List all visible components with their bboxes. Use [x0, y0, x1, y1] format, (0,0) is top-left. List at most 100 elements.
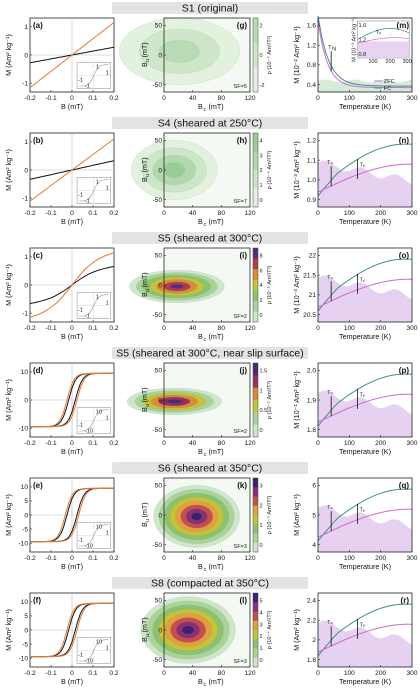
- colorbar-segment: [253, 524, 258, 534]
- inset-curve: [79, 524, 109, 547]
- colorbar-segment: [253, 412, 258, 425]
- zfc-curve: [317, 393, 412, 423]
- x-tick-label: 120: [244, 95, 255, 102]
- colorbar-segment: [253, 505, 258, 516]
- y-axis-subscript: u: [145, 289, 151, 292]
- colorbar-tick-label: 1: [260, 388, 263, 394]
- fc-curve: [317, 373, 412, 427]
- panel-letter: (d): [33, 366, 44, 375]
- colorbar-segment: [253, 387, 258, 401]
- panel-letter: (q): [399, 481, 410, 490]
- inset-tick-label: -1: [85, 83, 90, 89]
- transition-marker-label: Tᵥ: [359, 622, 364, 628]
- x-tick-label: -0.2: [24, 210, 36, 217]
- y-axis-label-group: Bu (mT): [140, 387, 151, 412]
- transition-marker-label: Tₙ: [327, 505, 333, 511]
- inset-tick-label: -1: [78, 422, 83, 428]
- forc-contour: [163, 162, 186, 178]
- x-tick-label: 100: [344, 210, 355, 217]
- colorbar-label: ρ (10⁻⁴ Am²/T²): [266, 611, 273, 650]
- colorbar-segment: [253, 611, 258, 622]
- colorbar-frame: [252, 477, 259, 553]
- inset-tick-label: -1: [85, 313, 90, 319]
- colorbar-segment: [253, 424, 258, 438]
- colorbar-tick-label: 3: [260, 622, 263, 628]
- panel-letter: (h): [237, 136, 248, 145]
- x-axis-label: B (mT): [61, 562, 83, 571]
- inset-tick-label: 1: [106, 185, 109, 191]
- lowT-plot-frame: [317, 592, 413, 668]
- y-tick-label: -50: [152, 197, 162, 204]
- y-tick-label: 1.9: [307, 397, 316, 404]
- transition-marker-label: N: [332, 47, 336, 53]
- hysteresis-branch: [30, 372, 114, 428]
- transition-marker-label: Tₙ: [327, 160, 333, 166]
- x-tick-label: 0: [162, 555, 166, 562]
- x-tick-label: 0: [70, 555, 74, 562]
- zfc-curve: [317, 20, 412, 89]
- x-tick-label: 0: [70, 670, 74, 677]
- transition-marker-label: Tₙ: [327, 620, 333, 626]
- x-tick-label: 100: [344, 325, 355, 332]
- x-tick-label: -0.1: [45, 210, 57, 217]
- inset-tick-label: -10: [85, 543, 93, 549]
- lowT-plot-frame: [317, 17, 413, 93]
- inset-tick-label: 10: [96, 409, 102, 415]
- y-tick-label: 1: [24, 254, 28, 261]
- colorbar-tick-label: 3: [260, 153, 263, 159]
- y-axis-subscript: u: [145, 174, 151, 177]
- y-tick-label: -5: [22, 526, 28, 533]
- row-title: S8 (compacted at 350°C): [151, 578, 269, 590]
- forc-contour: [170, 284, 184, 289]
- inset-zfc-curve: [357, 37, 410, 44]
- y-tick-label: -50: [152, 657, 162, 664]
- inset-tick-label: -1: [78, 537, 83, 543]
- y-tick-label: 21.5: [303, 272, 316, 279]
- colorbar-segment: [253, 542, 258, 553]
- row-title-banner: [112, 577, 308, 589]
- x-axis-subscript: c: [204, 452, 207, 458]
- y-axis-unit: (mT): [140, 42, 149, 57]
- x-tick-label: 120: [244, 555, 255, 562]
- x-tick-label: -0.1: [45, 670, 57, 677]
- y-axis-label-group: Bu (mT): [140, 502, 151, 527]
- y-tick-label: 10: [21, 484, 29, 491]
- inset-tick-label: -1: [78, 192, 83, 198]
- y-tick-label: 1.2: [307, 42, 316, 49]
- colorbar-segment: [253, 188, 258, 208]
- inset-tick-label: -1: [85, 198, 90, 204]
- y-tick-label: 0: [24, 397, 28, 404]
- x-tick-label: 80: [218, 670, 226, 677]
- colorbar-tick-label: 4: [260, 283, 263, 289]
- row-title: S4 (sheared at 250°C): [158, 118, 263, 130]
- panel-letter: (r): [401, 596, 410, 605]
- colorbar-segment: [253, 248, 258, 259]
- panel-letter: (i): [239, 251, 247, 260]
- forc-contour: [166, 399, 183, 404]
- x-tick-label: 0: [70, 440, 74, 447]
- colorbar-tick-label: 2: [260, 168, 263, 174]
- y-axis-label: M (10⁻¹ Am² kg⁻¹): [292, 371, 301, 429]
- colorbar-tick-label: 3: [260, 484, 263, 490]
- inset-tick-label: 200: [385, 59, 394, 65]
- inset-tick-label: -1: [78, 307, 83, 313]
- x-axis-unit: (mT): [209, 447, 224, 456]
- x-tick-label: 200: [375, 95, 386, 102]
- row-title: S6 (sheared at 350°C): [158, 463, 263, 475]
- colorbar-segment: [253, 593, 258, 603]
- y-axis-label: M (10⁻³ Am² kg⁻¹): [292, 141, 301, 199]
- y-axis-subscript: u: [145, 404, 151, 407]
- fc-curve: [317, 258, 412, 312]
- inset-curve: [79, 639, 109, 662]
- y-tick-label: 5: [312, 512, 316, 519]
- y-axis-label: B: [140, 62, 149, 67]
- inset-tick-label: 1: [106, 645, 109, 651]
- hysteresis-curve: [29, 138, 115, 202]
- x-axis-label: B: [198, 447, 203, 456]
- x-tick-label: -0.1: [45, 555, 57, 562]
- x-tick-label: -0.2: [24, 325, 36, 332]
- inset-tick-label: 1.6: [358, 23, 366, 29]
- y-tick-label: 20.5: [303, 312, 316, 319]
- y-tick-label: 5: [24, 498, 28, 505]
- colorbar-segment: [253, 18, 258, 43]
